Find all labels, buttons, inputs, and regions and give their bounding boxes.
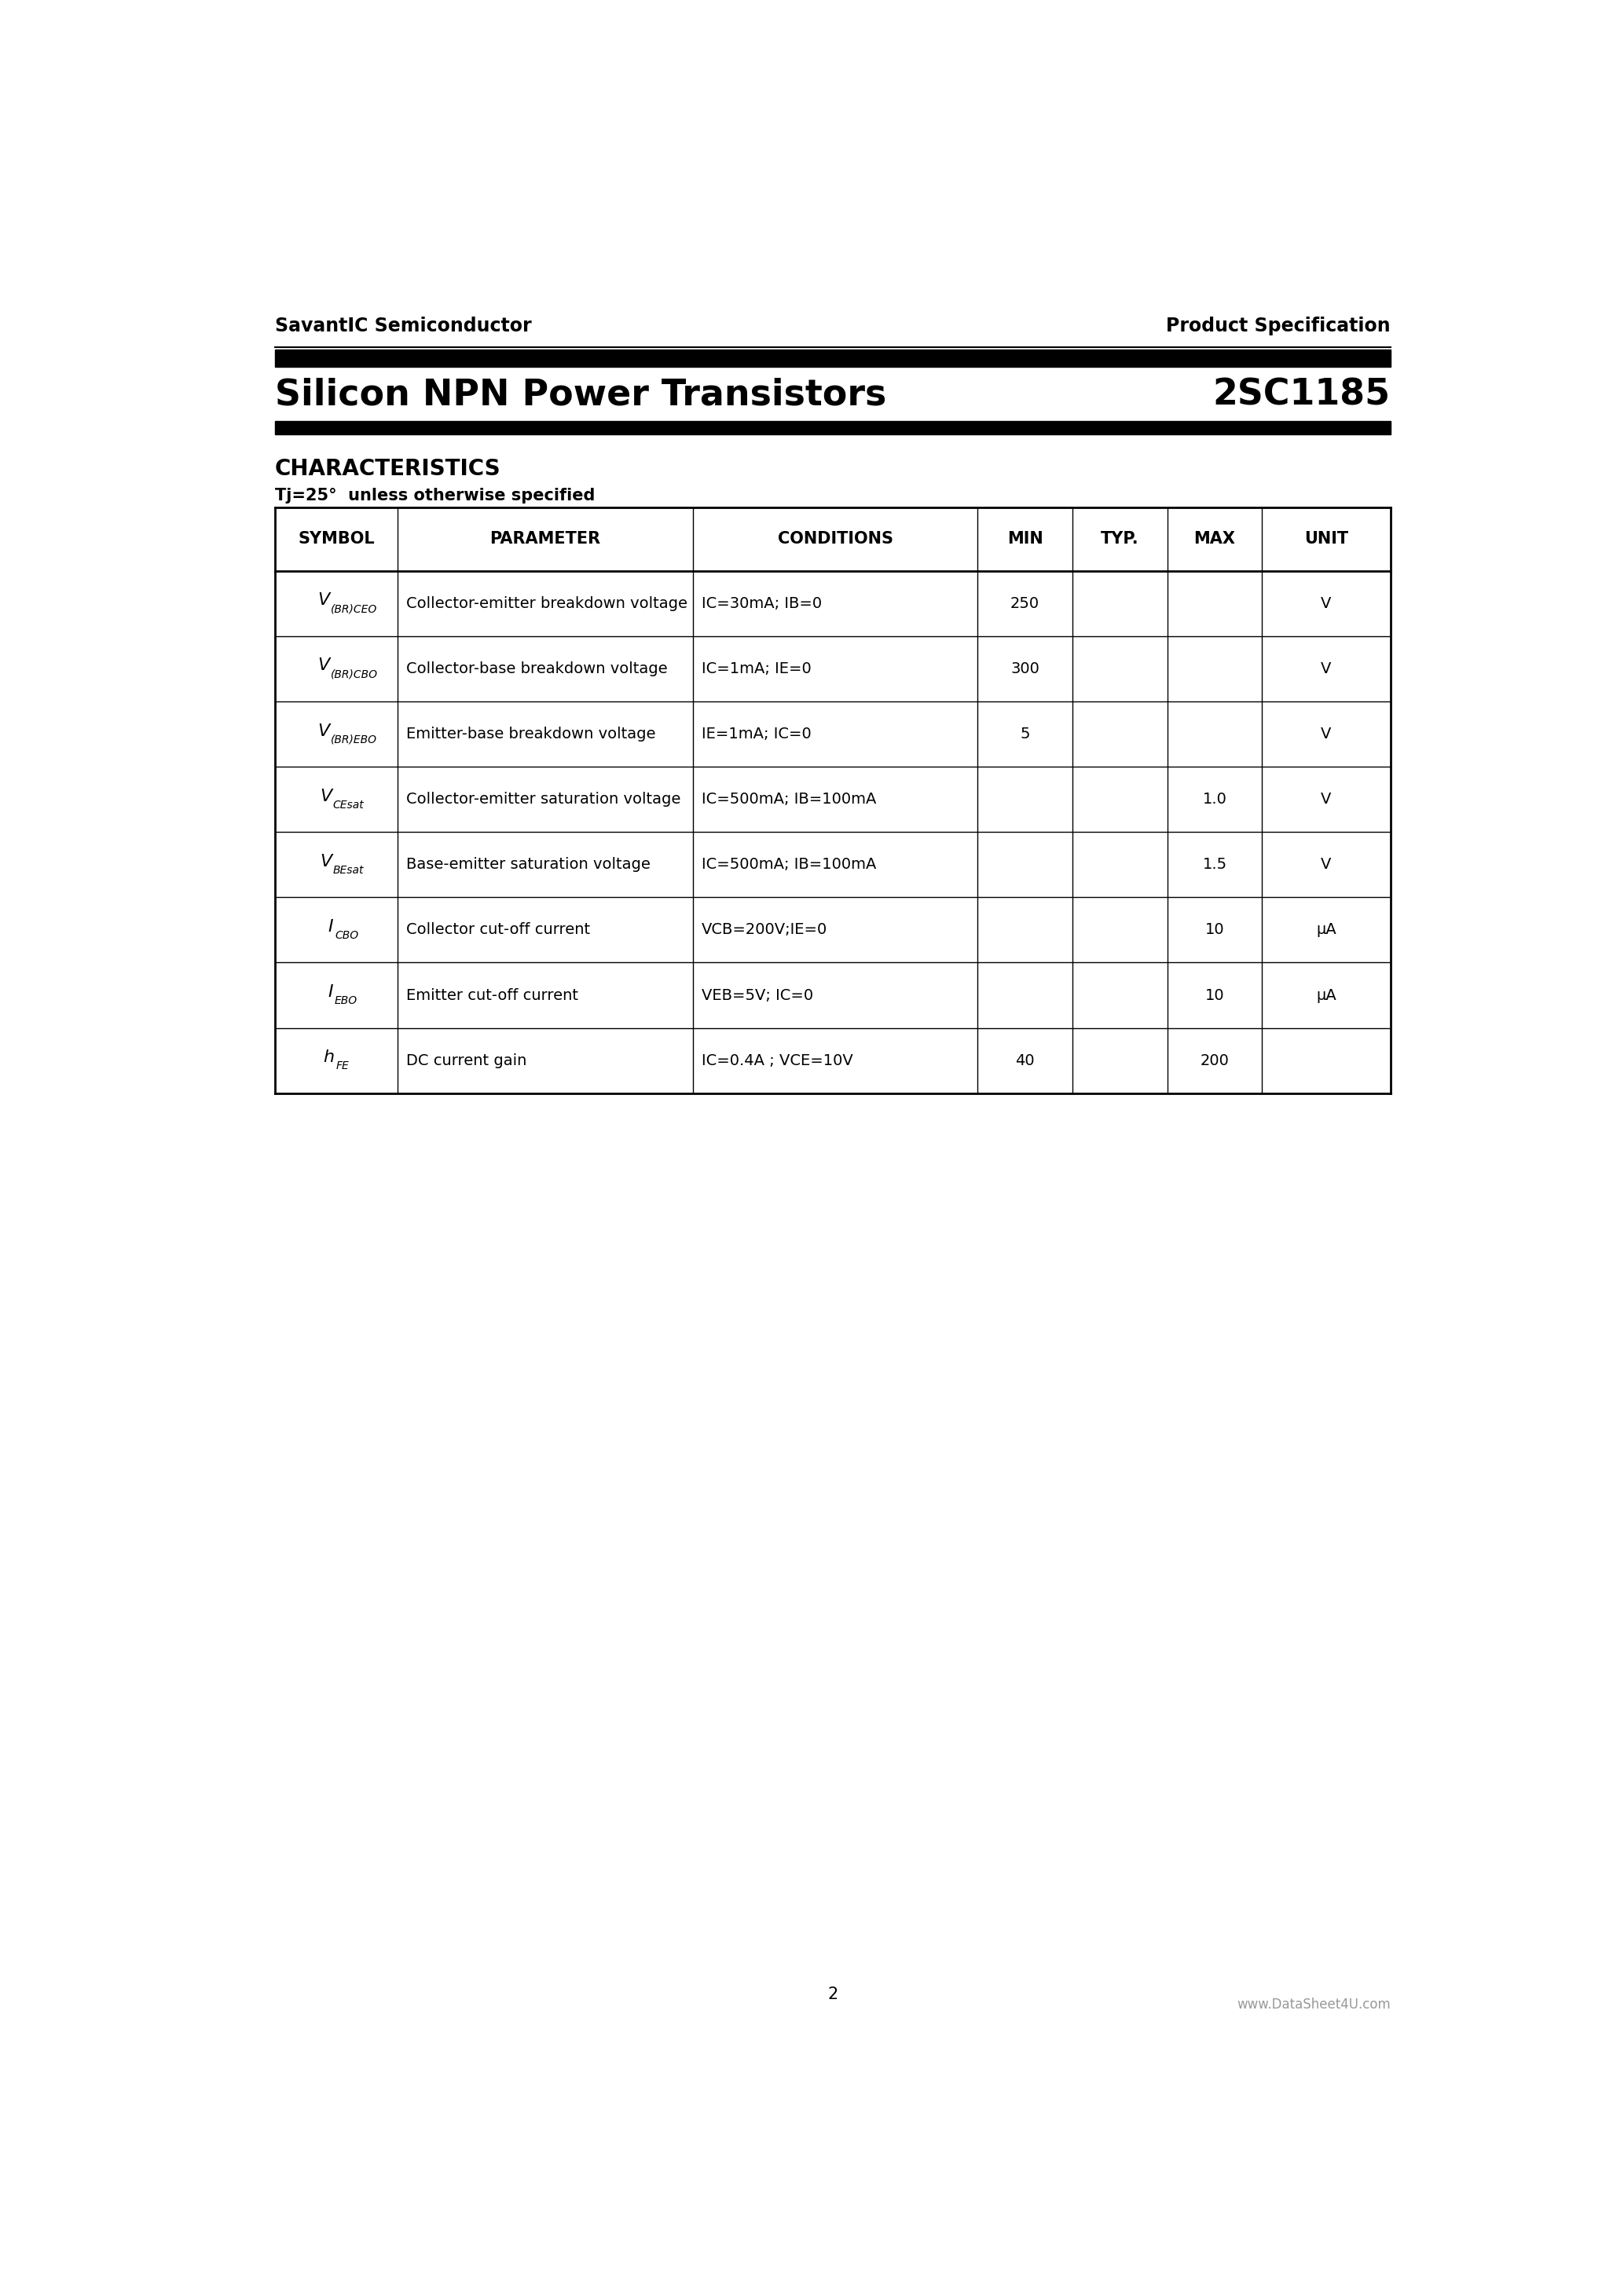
Text: Base-emitter saturation voltage: Base-emitter saturation voltage <box>406 856 650 872</box>
Text: 200: 200 <box>1200 1054 1229 1068</box>
Text: V: V <box>318 723 330 739</box>
Text: 10: 10 <box>1205 987 1224 1003</box>
Text: IC=500mA; IB=100mA: IC=500mA; IB=100mA <box>702 856 877 872</box>
Bar <box>274 349 1390 367</box>
Text: Product Specification: Product Specification <box>1166 317 1390 335</box>
Text: V: V <box>1320 856 1332 872</box>
Text: TYP.: TYP. <box>1101 530 1138 546</box>
Text: BEsat: BEsat <box>333 866 364 875</box>
Text: 1.0: 1.0 <box>1202 792 1226 806</box>
Text: MIN: MIN <box>1007 530 1043 546</box>
Text: (BR)EBO: (BR)EBO <box>331 735 377 744</box>
Text: IC=500mA; IB=100mA: IC=500mA; IB=100mA <box>702 792 877 806</box>
Text: CONDITIONS: CONDITIONS <box>778 530 893 546</box>
Text: FE: FE <box>336 1061 349 1072</box>
Text: PARAMETER: PARAMETER <box>490 530 601 546</box>
Text: 1.5: 1.5 <box>1202 856 1226 872</box>
Text: CEsat: CEsat <box>333 799 364 810</box>
Text: IC=0.4A ; VCE=10V: IC=0.4A ; VCE=10V <box>702 1054 853 1068</box>
Text: V: V <box>318 657 330 673</box>
Text: www.DataSheet4U.com: www.DataSheet4U.com <box>1236 1998 1390 2011</box>
Text: V: V <box>1320 597 1332 611</box>
Text: V: V <box>320 788 331 804</box>
Text: μA: μA <box>1315 923 1337 937</box>
Text: V: V <box>1320 792 1332 806</box>
Text: I: I <box>328 918 333 934</box>
Text: Collector-emitter saturation voltage: Collector-emitter saturation voltage <box>406 792 680 806</box>
Text: μA: μA <box>1315 987 1337 1003</box>
Text: Silicon NPN Power Transistors: Silicon NPN Power Transistors <box>274 379 887 413</box>
Bar <box>274 420 1390 434</box>
Text: 5: 5 <box>1020 726 1030 742</box>
Text: (BR)CBO: (BR)CBO <box>331 668 378 680</box>
Text: V: V <box>318 592 330 608</box>
Text: VEB=5V; IC=0: VEB=5V; IC=0 <box>702 987 814 1003</box>
Text: h: h <box>323 1049 335 1065</box>
Text: 40: 40 <box>1015 1054 1034 1068</box>
Text: MAX: MAX <box>1194 530 1236 546</box>
Text: (BR)CEO: (BR)CEO <box>331 604 377 615</box>
Text: VCB=200V;IE=0: VCB=200V;IE=0 <box>702 923 828 937</box>
Text: CHARACTERISTICS: CHARACTERISTICS <box>274 457 500 480</box>
Text: DC current gain: DC current gain <box>406 1054 526 1068</box>
Text: Emitter cut-off current: Emitter cut-off current <box>406 987 578 1003</box>
Text: Tj=25°  unless otherwise specified: Tj=25° unless otherwise specified <box>274 487 594 503</box>
Text: 10: 10 <box>1205 923 1224 937</box>
Text: 250: 250 <box>1010 597 1039 611</box>
Text: 2SC1185: 2SC1185 <box>1213 379 1390 413</box>
Text: IC=1mA; IE=0: IC=1mA; IE=0 <box>702 661 812 675</box>
Text: CBO: CBO <box>335 930 359 941</box>
Text: I: I <box>328 985 333 1001</box>
Text: Collector cut-off current: Collector cut-off current <box>406 923 590 937</box>
Text: IE=1mA; IC=0: IE=1mA; IC=0 <box>702 726 812 742</box>
Text: SYMBOL: SYMBOL <box>297 530 375 546</box>
Text: V: V <box>1320 661 1332 675</box>
Text: UNIT: UNIT <box>1304 530 1348 546</box>
Text: Collector-emitter breakdown voltage: Collector-emitter breakdown voltage <box>406 597 687 611</box>
Text: V: V <box>1320 726 1332 742</box>
Text: IC=30mA; IB=0: IC=30mA; IB=0 <box>702 597 822 611</box>
Text: 2: 2 <box>827 1986 838 2002</box>
Text: Collector-base breakdown voltage: Collector-base breakdown voltage <box>406 661 667 675</box>
Text: V: V <box>320 854 331 870</box>
Text: EBO: EBO <box>335 994 357 1006</box>
Text: SavantIC Semiconductor: SavantIC Semiconductor <box>274 317 531 335</box>
Text: 300: 300 <box>1010 661 1039 675</box>
Text: Emitter-base breakdown voltage: Emitter-base breakdown voltage <box>406 726 656 742</box>
